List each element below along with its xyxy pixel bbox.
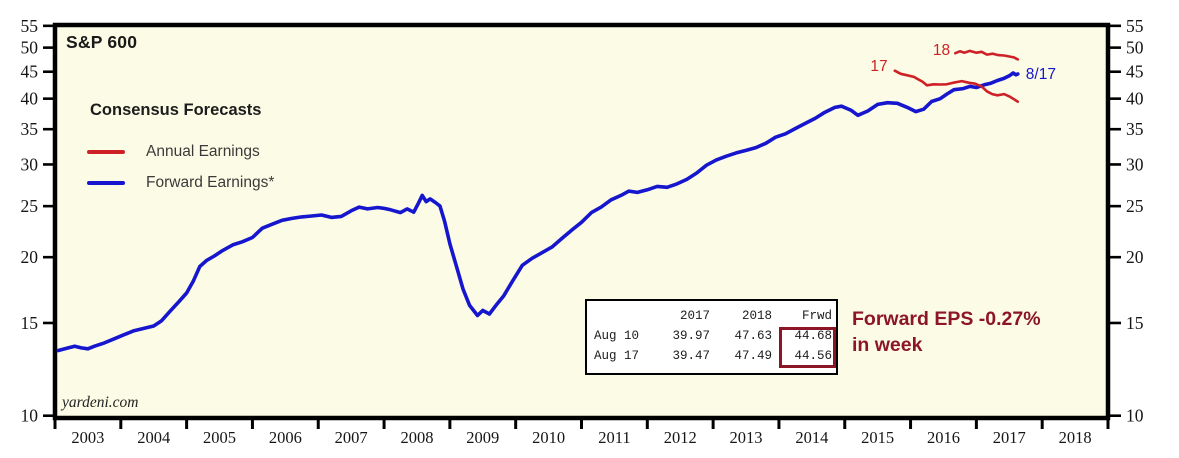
svg-text:2013: 2013: [730, 428, 763, 447]
series-line-2: [953, 49, 1020, 61]
page-title: S&P 600: [66, 32, 138, 52]
table-cell: 47.49: [734, 349, 772, 363]
svg-text:2015: 2015: [861, 428, 894, 447]
svg-text:55: 55: [1126, 16, 1144, 36]
x-axis-ticks: [53, 418, 1110, 429]
legend-item-annual-earnings: Annual Earnings: [87, 143, 260, 161]
table-header-2017: 2017: [679, 309, 710, 323]
legend-label: Forward Earnings*: [146, 174, 275, 191]
svg-text:35: 35: [1126, 119, 1144, 139]
svg-text:2007: 2007: [335, 428, 368, 447]
svg-text:2014: 2014: [795, 428, 828, 447]
forward-earnings-line-swatch: [87, 180, 125, 186]
svg-text:45: 45: [21, 62, 39, 82]
table-cell: 44.56: [794, 349, 832, 363]
eps-data-table: 2017 2018 Frwd Aug 10 39.97 47.63 44.68 …: [585, 299, 838, 375]
svg-text:2010: 2010: [532, 428, 565, 447]
svg-text:55: 55: [21, 16, 39, 36]
svg-text:30: 30: [1126, 154, 1144, 174]
svg-text:30: 30: [21, 154, 39, 174]
svg-text:2016: 2016: [927, 428, 960, 447]
svg-text:2017: 2017: [993, 428, 1026, 447]
series-line-1: [893, 69, 1020, 103]
svg-text:2008: 2008: [400, 428, 433, 447]
svg-text:50: 50: [21, 38, 39, 58]
x-axis-labels: 2003 2004 2005 2006 2007 2008 2009 2010 2011 2012…: [71, 428, 1091, 447]
table-row-label: Aug 17: [594, 349, 640, 363]
legend-item-forward-earnings: Forward Earnings*: [87, 174, 274, 192]
svg-text:2003: 2003: [71, 428, 104, 447]
series-lines: [56, 49, 1020, 353]
table-cell: 39.97: [672, 329, 710, 343]
svg-text:40: 40: [1126, 89, 1144, 109]
svg-text:2009: 2009: [466, 428, 499, 447]
table-row-label: Aug 10: [594, 329, 640, 343]
forward-eps-callout: Forward EPS -0.27% in week: [852, 306, 1041, 358]
frwd-column-highlight-box: [779, 327, 836, 368]
svg-text:2012: 2012: [664, 428, 697, 447]
svg-text:40: 40: [21, 89, 39, 109]
y-axis-ticks: [43, 24, 1121, 418]
callout-line-1: Forward EPS -0.27%: [852, 308, 1041, 330]
table-header-frwd: Frwd: [801, 309, 832, 323]
legend-title: Consensus Forecasts: [90, 101, 262, 119]
table-header-2018: 2018: [741, 309, 772, 323]
svg-text:2006: 2006: [269, 428, 302, 447]
callout-line-2: in week: [852, 334, 923, 356]
legend-label: Annual Earnings: [146, 143, 260, 160]
table-cell: 44.68: [794, 329, 832, 343]
svg-text:10: 10: [21, 406, 39, 426]
table-cell: 39.47: [672, 349, 710, 363]
svg-text:2011: 2011: [598, 428, 630, 447]
table-cell: 47.63: [734, 329, 772, 343]
svg-text:15: 15: [21, 313, 39, 333]
svg-text:25: 25: [1126, 196, 1144, 216]
eps-table-grid: 2017 2018 Frwd Aug 10 39.97 47.63 44.68 …: [587, 301, 836, 366]
table-header-blank: [587, 306, 639, 326]
watermark-yardeni: yardeni.com: [62, 394, 139, 411]
svg-text:2004: 2004: [137, 428, 170, 447]
svg-text:45: 45: [1126, 62, 1144, 82]
svg-text:20: 20: [21, 247, 39, 267]
svg-text:50: 50: [1126, 38, 1144, 58]
svg-text:20: 20: [1126, 247, 1144, 267]
svg-text:25: 25: [21, 196, 39, 216]
svg-text:2005: 2005: [203, 428, 236, 447]
annual-earnings-line-swatch: [87, 149, 125, 155]
svg-text:10: 10: [1126, 406, 1144, 426]
series-line-0: [56, 71, 1020, 353]
svg-text:15: 15: [1126, 313, 1144, 333]
svg-text:2018: 2018: [1059, 428, 1092, 447]
svg-text:35: 35: [21, 119, 39, 139]
